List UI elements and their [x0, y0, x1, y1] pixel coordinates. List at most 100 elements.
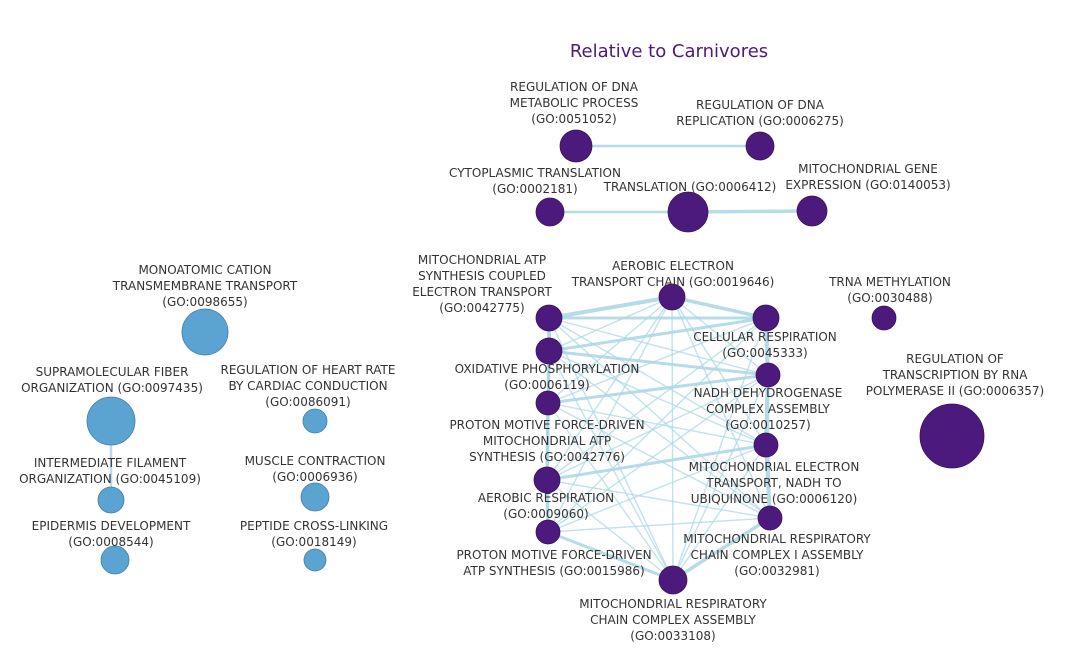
edge-go0006120-go0033108	[672, 444, 767, 581]
node-go0042775[interactable]	[535, 304, 563, 332]
node-label-line: REGULATION OF DNA	[696, 98, 825, 112]
node-go0006357[interactable]	[919, 403, 985, 469]
node-go0015986[interactable]	[535, 519, 561, 545]
edge-go0042776-go0032981	[547, 402, 771, 519]
node-label-go0042776: PROTON MOTIVE FORCE-DRIVEN MITOCHONDRIAL …	[449, 418, 644, 464]
node-label-line: REGULATION OF DNA	[510, 80, 639, 94]
node-go0019646[interactable]	[658, 283, 686, 311]
edge-go0042776-go0006120	[547, 402, 767, 446]
node-label-line: (GO:0032981)	[734, 564, 819, 578]
node-label-line: PROTON MOTIVE FORCE-DRIVEN	[456, 548, 651, 562]
node-label-go0008544: EPIDERMIS DEVELOPMENT (GO:0008544)	[32, 519, 191, 549]
node-go0018149[interactable]	[303, 548, 327, 572]
edge-go0010257-go0015986	[547, 374, 769, 533]
node-label-line: (GO:0018149)	[271, 535, 356, 549]
edge-go0015986-go0033108	[546, 530, 675, 582]
edge-go0032981-go0033108	[671, 516, 772, 582]
node-label-line: TRANSMEMBRANE TRANSPORT	[112, 279, 298, 293]
edge-go0042775-go0010257	[548, 317, 769, 376]
node-go0009060[interactable]	[533, 466, 561, 494]
node-label-go0019646: AEROBIC ELECTRON TRANSPORT CHAIN (GO:0019…	[571, 259, 775, 289]
node-go0030488[interactable]	[871, 305, 897, 331]
node-label-line: TRNA METHYLATION	[828, 275, 951, 289]
node-label-go0009060: AEROBIC RESPIRATION (GO:0009060)	[478, 491, 614, 521]
node-go0045109[interactable]	[97, 486, 125, 514]
node-label-go0006275: REGULATION OF DNA REPLICATION (GO:0006275…	[676, 98, 844, 128]
edge-go0042776-go0010257	[546, 373, 770, 405]
node-label-line: TRANSPORT CHAIN (GO:0019646)	[571, 275, 775, 289]
node-label-line: COMPLEX ASSEMBLY	[706, 402, 830, 416]
node-label-go0006120: MITOCHONDRIAL ELECTRON TRANSPORT, NADH TO…	[689, 460, 860, 506]
node-label-line: EPIDERMIS DEVELOPMENT	[32, 519, 191, 533]
node-label-line: (GO:0042775)	[439, 301, 524, 315]
edge-go0019646-go0006119	[548, 296, 673, 352]
node-label-line: MITOCHONDRIAL ATP	[483, 434, 611, 448]
node-label-line: OXIDATIVE PHOSPHORYLATION	[455, 362, 640, 376]
edge-go0006119-go0033108	[548, 350, 674, 581]
edge-go0010257-go0009060	[546, 374, 769, 481]
node-label-line: (GO:0051052)	[531, 112, 616, 126]
node-go0008544[interactable]	[100, 545, 130, 575]
node-label-line: ORGANIZATION (GO:0097435)	[21, 381, 203, 395]
node-label-line: ORGANIZATION (GO:0045109)	[19, 472, 201, 486]
node-label-go0042775: MITOCHONDRIAL ATP SYNTHESIS COUPLED ELECTR…	[412, 253, 552, 315]
node-go0097435[interactable]	[86, 396, 136, 446]
node-label-line: POLYMERASE II (GO:0006357)	[866, 384, 1044, 398]
node-go0006412[interactable]	[667, 191, 709, 233]
node-label-go0006936: MUSCLE CONTRACTION (GO:0006936)	[245, 454, 386, 484]
node-go0098655[interactable]	[181, 308, 229, 356]
edge-go0042775-go0032981	[548, 317, 771, 519]
node-label-go0045333: CELLULAR RESPIRATION (GO:0045333)	[693, 330, 837, 360]
node-label-line: ELECTRON TRANSPORT	[412, 285, 552, 299]
node-go0006119[interactable]	[535, 337, 563, 365]
node-label-line: (GO:0010257)	[725, 418, 810, 432]
edge-go0042775-go0006120	[548, 317, 767, 446]
node-label-line: (GO:0030488)	[847, 291, 932, 305]
node-label-line: SUPRAMOLECULAR FIBER	[36, 365, 189, 379]
node-label-line: NADH DEHYDROGENASE	[694, 386, 843, 400]
node-go0010257[interactable]	[755, 362, 781, 388]
node-label-line: PEPTIDE CROSS-LINKING	[240, 519, 388, 533]
node-go0042776[interactable]	[535, 390, 561, 416]
edge-go0032981-go0015986	[547, 517, 771, 533]
node-label-line: (GO:0008544)	[68, 535, 153, 549]
node-label-line: CHAIN COMPLEX ASSEMBLY	[590, 613, 756, 627]
node-label-go0045109: INTERMEDIATE FILAMENT ORGANIZATION (GO:00…	[19, 456, 201, 486]
node-label-line: TRANSPORT, NADH TO	[705, 476, 841, 490]
edge-go0010257-go0033108	[672, 374, 769, 581]
node-go0051052[interactable]	[559, 129, 593, 163]
edge-go0042775-go0019646	[547, 295, 674, 320]
node-label-line: AEROBIC RESPIRATION	[478, 491, 614, 505]
node-label-line: CELLULAR RESPIRATION	[693, 330, 837, 344]
node-label-go0051052: REGULATION OF DNA METABOLIC PROCESS (GO:00…	[510, 80, 639, 126]
node-go0033108[interactable]	[658, 565, 688, 595]
node-label-line: TRANSLATION (GO:0006412)	[603, 180, 777, 194]
node-go0086091[interactable]	[302, 408, 328, 434]
node-go0032981[interactable]	[757, 505, 783, 531]
edge-go0019646-go0033108	[671, 296, 674, 581]
node-label-line: MONOATOMIC CATION	[138, 263, 271, 277]
edge-go0019646-go0045333	[670, 295, 768, 320]
node-label-line: EXPRESSION (GO:0140053)	[785, 178, 950, 192]
node-label-go0140053: MITOCHONDRIAL GENE EXPRESSION (GO:0140053…	[785, 162, 950, 192]
node-label-go0002181: CYTOPLASMIC TRANSLATION (GO:0002181)	[449, 166, 621, 196]
node-label-line: (GO:0033108)	[630, 629, 715, 643]
node-go0006936[interactable]	[300, 482, 330, 512]
node-label-go0033108: MITOCHONDRIAL RESPIRATORY CHAIN COMPLEX A…	[579, 597, 767, 643]
node-go0006120[interactable]	[753, 432, 779, 458]
node-go0045333[interactable]	[752, 304, 780, 332]
node-go0006275[interactable]	[745, 131, 775, 161]
node-label-line: ATP SYNTHESIS (GO:0015986)	[463, 564, 645, 578]
edge-go0019646-go0042776	[547, 296, 673, 404]
node-label-line: (GO:0086091)	[265, 395, 350, 409]
node-go0002181[interactable]	[535, 197, 565, 227]
node-label-go0098655: MONOATOMIC CATION TRANSMEMBRANE TRANSPORT…	[112, 263, 298, 309]
node-go0140053[interactable]	[796, 195, 828, 227]
node-label-go0032981: MITOCHONDRIAL RESPIRATORY CHAIN COMPLEX I…	[683, 532, 871, 578]
edge-go0006119-go0032981	[548, 350, 771, 519]
node-label-go0097435: SUPRAMOLECULAR FIBER ORGANIZATION (GO:009…	[21, 365, 203, 395]
edge-go0009060-go0032981	[546, 479, 771, 519]
node-label-line: MITOCHONDRIAL ATP	[418, 253, 546, 267]
